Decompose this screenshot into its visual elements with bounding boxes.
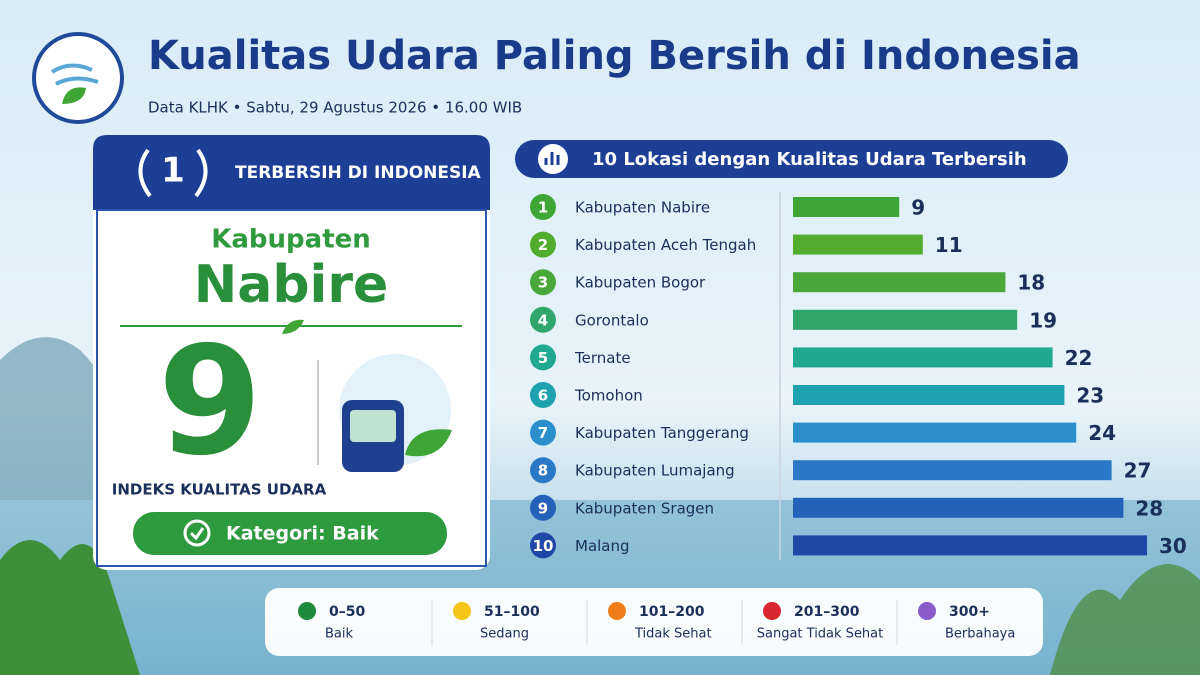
- bar: [793, 535, 1147, 556]
- rank-number: 9: [538, 499, 548, 517]
- category-label: Kabupaten Sragen: [575, 499, 714, 517]
- logo-wind: [50, 63, 99, 86]
- bar: [793, 422, 1077, 443]
- rank-circle: [530, 532, 556, 559]
- legend-label: Tidak Sehat: [634, 627, 712, 642]
- bar: [793, 197, 900, 217]
- sensor-screen: [350, 410, 396, 442]
- category-label: Malang: [575, 537, 630, 555]
- sensor-leaf: [405, 429, 452, 457]
- category-pill: [133, 512, 447, 555]
- bar: [793, 234, 923, 255]
- category-label: Kabupaten Aceh Tengah: [575, 236, 756, 254]
- laurel: [138, 148, 208, 198]
- value-label: 27: [1124, 459, 1152, 483]
- category-label: Kabupaten Bogor: [575, 274, 706, 292]
- rank-number: 2: [538, 236, 548, 254]
- legend-label: Sedang: [480, 627, 529, 642]
- value-label: 23: [1076, 384, 1104, 408]
- rank-circle: [530, 231, 556, 258]
- rank-circle: [530, 306, 556, 333]
- value-label: 9: [911, 196, 925, 220]
- legend-range: 51–100: [484, 604, 540, 620]
- category-label: Kabupaten Nabire: [575, 199, 710, 217]
- card-frame: [96, 209, 487, 567]
- rank-circle: [530, 194, 556, 220]
- logo-leaf: [62, 87, 86, 104]
- bar: [793, 385, 1065, 405]
- value-label: 24: [1088, 421, 1116, 445]
- rank-number: 7: [538, 424, 548, 442]
- mountain: [0, 337, 120, 500]
- subtitle: Data KLHK • Sabtu, 29 Agustus 2026 • 16.…: [148, 99, 522, 117]
- leaf-icon: [282, 319, 304, 334]
- category-label: Kabupaten Tanggerang: [575, 424, 749, 442]
- legend-swatch: [763, 602, 781, 620]
- badge-text: TERBERSIH DI INDONESIA: [235, 163, 482, 183]
- rank-circle: [530, 382, 556, 408]
- bar: [793, 497, 1124, 518]
- category-label: Ternate: [574, 349, 631, 367]
- legend-swatch: [453, 602, 471, 620]
- chart-title-pill: [515, 140, 1068, 178]
- value-label: 19: [1029, 308, 1057, 332]
- aqi-value: 9: [158, 315, 262, 489]
- check-mark: [189, 527, 205, 541]
- rank-circle: [530, 344, 556, 371]
- rank-circle: [530, 457, 556, 484]
- legend-range: 201–300: [794, 604, 860, 620]
- legend-range: 101–200: [639, 604, 705, 620]
- category-label: Tomohon: [574, 387, 643, 405]
- rank-number: 6: [538, 387, 548, 405]
- legend-range: 300+: [949, 604, 990, 620]
- category: Kategori: Baik: [226, 523, 379, 545]
- leaves: [0, 540, 140, 675]
- rank-badge: 1: [161, 151, 185, 191]
- legend-swatch: [298, 602, 316, 620]
- rank-number: 8: [538, 462, 548, 480]
- trees: [1050, 564, 1200, 675]
- legend: [265, 588, 1043, 656]
- aqi-label: INDEKS KUALITAS UDARA: [112, 481, 327, 499]
- category-label: Kabupaten Lumajang: [575, 462, 735, 480]
- rank-circle: [530, 419, 556, 446]
- value-label: 11: [935, 233, 963, 257]
- legend-range: 0–50: [329, 604, 365, 620]
- rank-number: 1: [538, 199, 548, 217]
- chart-icon-bars: [544, 152, 560, 165]
- value-label: 30: [1159, 534, 1187, 558]
- bar: [793, 347, 1053, 368]
- legend-swatch: [608, 602, 626, 620]
- legend-swatch: [918, 602, 936, 620]
- region-name: Nabire: [194, 255, 389, 315]
- rank-number: 10: [533, 537, 554, 555]
- rank-number: 3: [538, 274, 548, 292]
- check-icon: [183, 519, 211, 547]
- rank-number: 4: [538, 311, 548, 329]
- value-label: 18: [1017, 271, 1045, 295]
- legend-label: Berbahaya: [945, 627, 1015, 642]
- card-header: [93, 135, 490, 210]
- legend-label: Sangat Tidak Sehat: [757, 627, 884, 642]
- legend-label: Baik: [325, 627, 353, 642]
- rank-circle: [530, 494, 556, 521]
- region-type: Kabupaten: [211, 225, 371, 255]
- value-label: 28: [1135, 496, 1163, 520]
- bar: [793, 272, 1006, 293]
- value-label: 22: [1065, 346, 1093, 370]
- category-label: Gorontalo: [575, 311, 649, 329]
- bar: [793, 309, 1018, 330]
- chart-title: 10 Lokasi dengan Kualitas Udara Terbersi…: [592, 149, 1027, 170]
- title: Kualitas Udara Paling Bersih di Indonesi…: [148, 33, 1081, 79]
- bar: [793, 460, 1112, 481]
- rank-circle: [530, 269, 556, 296]
- rank-number: 5: [538, 349, 548, 367]
